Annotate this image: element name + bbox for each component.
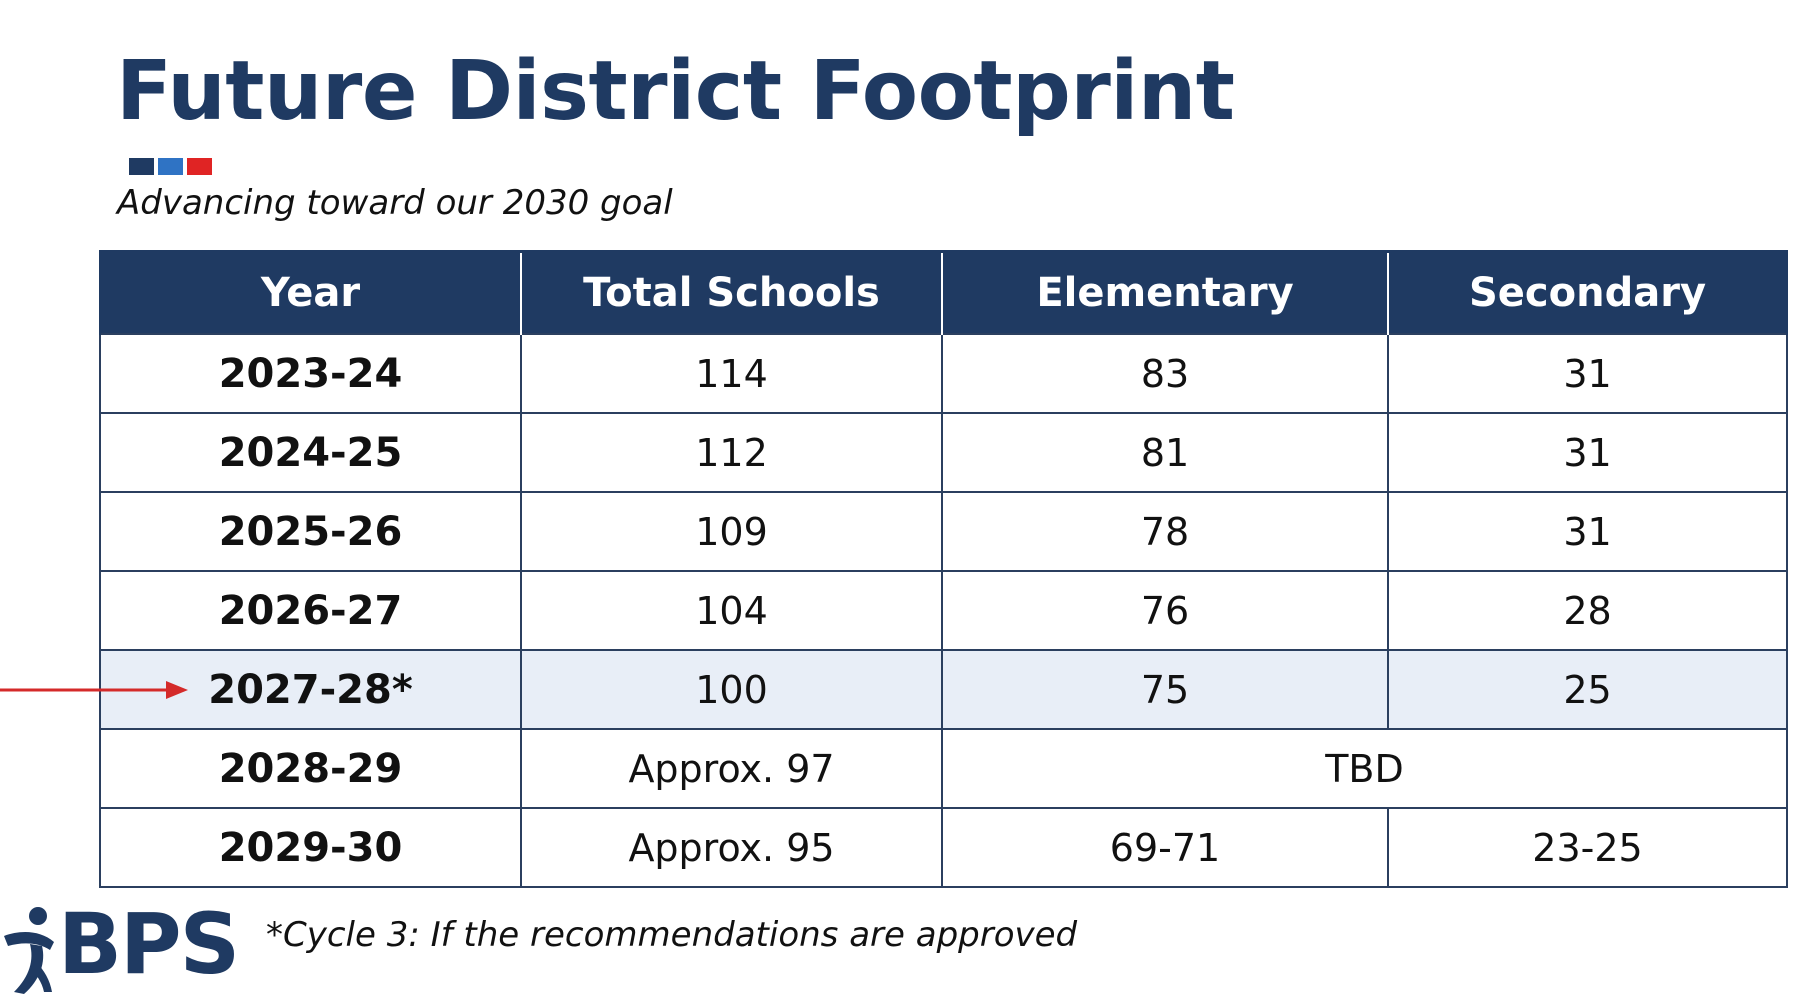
table-row: 2028-29 Approx. 97 TBD [99,728,1788,809]
accent-square-navy [129,158,154,175]
header-secondary: Secondary [1387,250,1788,334]
accent-square-red [187,158,212,175]
table-row: 2026-27 104 76 28 [99,570,1788,651]
cell-total-schools: 112 [520,412,943,493]
cell-year: 2023-24 [99,333,522,414]
cell-elementary: 76 [941,570,1389,651]
accent-color-bar [129,158,212,175]
cell-total-schools: Approx. 97 [520,728,943,809]
cell-year: 2025-26 [99,491,522,572]
cell-year: 2024-25 [99,412,522,493]
cell-elementary: 83 [941,333,1389,414]
table-row: 2025-26 109 78 31 [99,491,1788,572]
page-title: Future District Footprint [116,44,1235,139]
header-year: Year [99,250,521,334]
table-header-row: Year Total Schools Elementary Secondary [99,250,1788,334]
cell-elementary-secondary-merged: TBD [941,728,1788,809]
cell-secondary: 31 [1387,412,1788,493]
cell-total-schools: 114 [520,333,943,414]
cell-year: 2028-29 [99,728,522,809]
cell-elementary: 69-71 [941,807,1389,888]
page-subtitle: Advancing toward our 2030 goal [117,183,673,223]
footprint-table: Year Total Schools Elementary Secondary … [99,250,1788,888]
cell-secondary: 28 [1387,570,1788,651]
accent-square-blue [158,158,183,175]
bps-logo-text: BPS [58,895,240,993]
header-elementary: Elementary [941,250,1388,334]
cell-elementary: 78 [941,491,1389,572]
arrow-right-icon [0,681,188,699]
cell-year: 2027-28* [99,649,522,730]
cell-secondary: 31 [1387,333,1788,414]
table-row: 2023-24 114 83 31 [99,333,1788,414]
cell-secondary: 25 [1387,649,1788,730]
cell-year: 2029-30 [99,807,522,888]
footnote: *Cycle 3: If the recommendations are app… [266,915,1078,955]
cell-total-schools: 100 [520,649,943,730]
header-total-schools: Total Schools [520,250,942,334]
table-row: 2024-25 112 81 31 [99,412,1788,493]
cell-year: 2026-27 [99,570,522,651]
cell-elementary: 81 [941,412,1389,493]
cell-secondary: 31 [1387,491,1788,572]
table-row: 2029-30 Approx. 95 69-71 23-25 [99,807,1788,888]
footprint-table-container: Year Total Schools Elementary Secondary … [99,250,1788,888]
running-figure-icon [4,907,54,994]
cell-total-schools: 109 [520,491,943,572]
table-row-highlighted: 2027-28* 100 75 25 [99,649,1788,730]
cell-elementary: 75 [941,649,1389,730]
cell-total-schools: Approx. 95 [520,807,943,888]
cell-secondary: 23-25 [1387,807,1788,888]
cell-total-schools: 104 [520,570,943,651]
